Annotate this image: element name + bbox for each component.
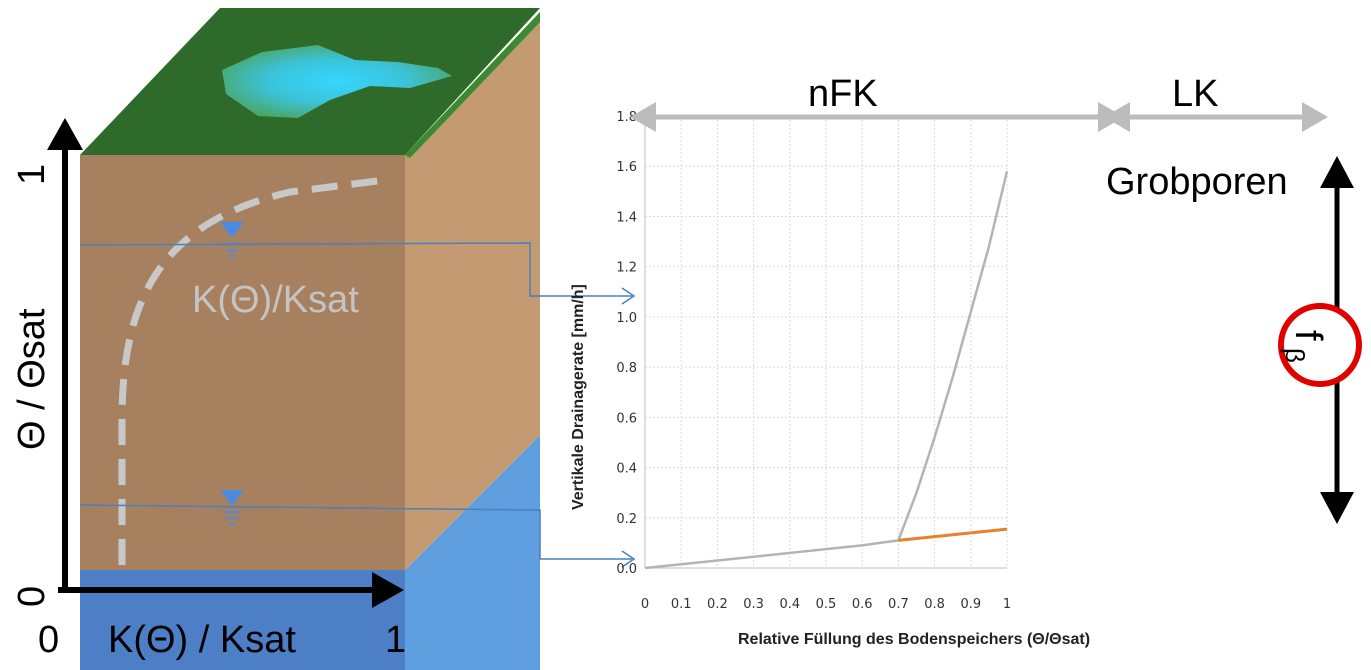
x-tick-label: 0.6	[852, 597, 873, 612]
x-tick-label: 0.7	[888, 597, 909, 612]
lk-arrow-left-head	[1104, 102, 1130, 132]
x-tick-label: 0	[641, 597, 649, 612]
chart-y-label: Vertikale Drainagerate [mm/h]	[570, 284, 587, 510]
y-axis-arrow	[47, 118, 83, 150]
x-tick-label: 0.3	[743, 597, 764, 612]
nfk-label: nFK	[808, 73, 878, 115]
y-tick-label: 0.8	[616, 361, 637, 376]
x-tick-label: 0.4	[779, 597, 800, 612]
soil-block: K(Θ)/Ksat	[80, 8, 540, 670]
f-beta-arrow-top	[1320, 156, 1354, 188]
y-ticks: 0.00.20.40.60.81.01.21.41.61.8	[616, 110, 637, 577]
y-tick-label: 1.2	[616, 261, 637, 276]
y-tick-label: 0.6	[616, 411, 637, 426]
y-tick-label: 1.6	[616, 160, 637, 175]
x-tick-label: 0.2	[707, 597, 728, 612]
f-beta-arrow-bottom	[1320, 492, 1354, 524]
y-tick-label: 1.4	[616, 210, 637, 225]
y-axis-bottom-label: 0	[11, 586, 53, 607]
drainage-chart: 0.00.20.40.60.81.01.21.41.61.8 0 0.1 0.2 0.…	[570, 110, 1090, 648]
x-tick-label: 0.5	[816, 597, 837, 612]
x-ticks: 0 0.1 0.2 0.3 0.4 0.5 0.6 0.7 0.8 0.9 1	[641, 597, 1011, 612]
lk-label: LK	[1172, 73, 1218, 115]
lk-arrow-right-head	[1302, 102, 1328, 132]
chart-x-label: Relative Füllung des Bodenspeichers (Θ/Θ…	[738, 631, 1090, 648]
x-tick-label: 1	[1003, 597, 1011, 612]
curve-label: K(Θ)/Ksat	[192, 279, 359, 321]
f-beta-circle	[1281, 306, 1359, 384]
grobporen-label: Grobporen	[1106, 161, 1288, 203]
x-tick-label: 0.8	[924, 597, 945, 612]
y-tick-label: 0.2	[616, 512, 637, 527]
x-axis-left-label: 0	[38, 619, 59, 661]
y-tick-label: 0.4	[616, 462, 637, 477]
f-beta-subscript: β	[1280, 348, 1310, 363]
x-tick-label: 0.9	[960, 597, 981, 612]
y-tick-label: 1.0	[616, 311, 637, 326]
y-axis-label: Θ / Θsat	[11, 308, 53, 450]
x-axis-right-label: 1	[385, 619, 406, 661]
f-beta-label: f	[1287, 330, 1329, 341]
nfk-arrow-left-head	[630, 102, 656, 132]
x-tick-label: 0.1	[671, 597, 692, 612]
x-axis-label: K(Θ) / Ksat	[108, 619, 296, 661]
y-tick-label: 0.0	[616, 562, 637, 577]
y-axis-top-label: 1	[11, 164, 53, 185]
